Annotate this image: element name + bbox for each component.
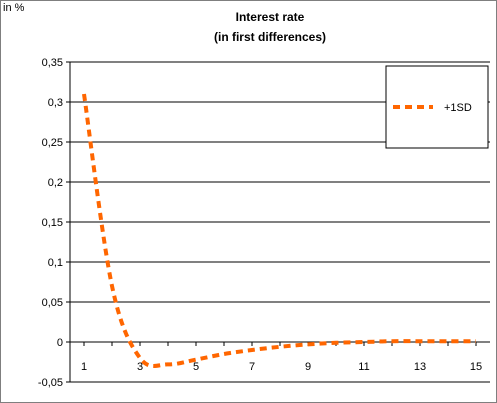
- y-tick-label: 0,2: [48, 177, 63, 189]
- y-tick-label: 0,15: [42, 217, 63, 229]
- chart-title-block: Interest rate (in first differences): [150, 7, 390, 47]
- chart-title: Interest rate: [235, 10, 305, 24]
- y-unit-label: in %: [3, 2, 25, 14]
- chart-subtitle: (in first differences): [213, 30, 327, 44]
- x-tick-label: 11: [358, 361, 369, 373]
- x-tick-label: 13: [414, 361, 426, 373]
- y-tick-label: 0,1: [48, 257, 63, 269]
- x-tick-label: 3: [137, 361, 143, 373]
- x-tick-label: 15: [470, 361, 482, 373]
- x-tick-label: 7: [249, 361, 255, 373]
- y-tick-label: 0,3: [48, 97, 63, 109]
- x-tick-label: 9: [305, 361, 311, 373]
- series-line: [82, 93, 476, 368]
- x-tick-label: 5: [193, 361, 199, 373]
- x-tick-label: 1: [81, 361, 87, 373]
- y-tick-label: 0,05: [42, 297, 63, 309]
- y-tick-label: 0,35: [42, 57, 63, 69]
- y-tick-label: 0,25: [42, 137, 63, 149]
- legend-label: +1SD: [444, 102, 472, 114]
- y-tick-label: 0: [57, 337, 63, 349]
- legend-box: [385, 65, 489, 149]
- y-tick-label: -0,05: [38, 377, 63, 389]
